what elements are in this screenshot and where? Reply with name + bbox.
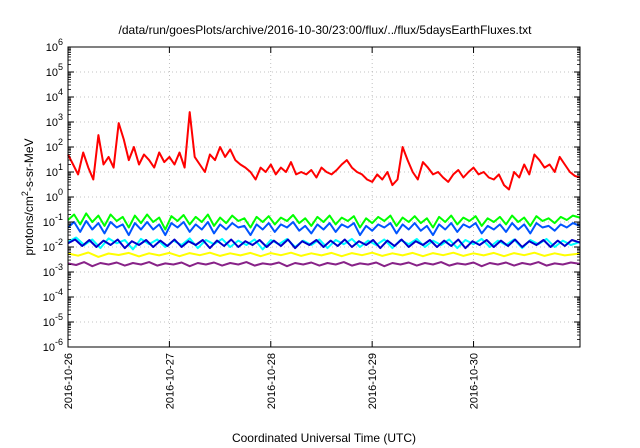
grid-lines: [68, 47, 580, 347]
series-line-3: [67, 220, 581, 237]
x-tick-label: 2016-10-29: [367, 353, 379, 409]
series-line-6: [67, 261, 581, 268]
y-tick-label: 106: [46, 37, 63, 54]
x-tick-label: 2016-10-30: [469, 353, 481, 409]
y-axis-label: protons/cm2-s-sr-MeV: [20, 138, 36, 255]
series-line-0: [67, 111, 581, 191]
y-tick-label: 10-3: [43, 262, 63, 279]
y-tick-label: 103: [46, 112, 63, 129]
y-axis-ticks: 10-6 10-5 10-4 10-3 10-2 10-1 100 101 102 103 104 1…: [43, 37, 580, 354]
y-tick-label: 102: [46, 137, 63, 154]
series-line-2: [67, 236, 581, 251]
series-line-4: [67, 238, 581, 250]
x-tick-label: 2016-10-28: [266, 353, 278, 409]
y-tick-label: 100: [46, 187, 63, 204]
y-axis-label-base: protons/cm: [22, 196, 36, 255]
chart-title: /data/run/goesPlots/archive/2016-10-30/2…: [119, 23, 533, 37]
y-tick-label: 10-1: [43, 212, 63, 229]
x-axis-label: Coordinated Universal Time (UTC): [232, 431, 416, 445]
y-tick-label: 10-4: [43, 287, 63, 304]
x-tick-label: 2016-10-27: [164, 353, 176, 409]
series-line-5: [67, 251, 581, 258]
y-tick-label: 10-2: [43, 237, 63, 254]
x-axis-ticks: 2016-10-26 2016-10-27 2016-10-28 2016-10-29…: [63, 47, 481, 409]
y-tick-label: 10-6: [43, 337, 63, 354]
x-tick-label: 2016-10-26: [63, 353, 75, 409]
y-tick-label: 105: [46, 62, 63, 79]
y-tick-label: 10-5: [43, 312, 63, 329]
y-axis-label-rest: -s-sr-MeV: [22, 138, 36, 191]
y-tick-label: 104: [46, 87, 63, 104]
series-line-1: [67, 212, 581, 231]
y-axis-label-sup: 2: [20, 191, 30, 196]
y-tick-label: 101: [46, 162, 63, 179]
series-group: [67, 111, 581, 268]
